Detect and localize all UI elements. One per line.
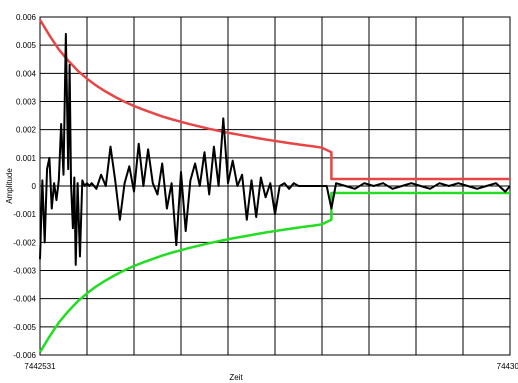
axis-layer: -0.006 -0.005 -0.004 -0.003 -0.002 -0.001 0 0.0… bbox=[13, 13, 518, 371]
signal-series bbox=[39, 32, 511, 266]
y-tick-label: 0.006 bbox=[16, 13, 37, 22]
series-layer bbox=[38, 19, 511, 353]
grid-lines bbox=[39, 16, 511, 356]
y-tick-label: -0.006 bbox=[13, 351, 36, 360]
y-tick-label: 0.005 bbox=[16, 41, 37, 50]
y-tick-label: 0.001 bbox=[16, 154, 37, 163]
x-tick-label: 7442531 bbox=[24, 362, 56, 371]
y-tick-label: -0.005 bbox=[13, 323, 36, 332]
y-tick-label: -0.002 bbox=[13, 238, 36, 247]
y-tick-label: 0.002 bbox=[16, 126, 37, 135]
y-tick-label: -0.004 bbox=[13, 295, 36, 304]
y-axis-title: Amplitude bbox=[5, 168, 14, 204]
x-axis-title: Zeit bbox=[229, 373, 243, 382]
y-tick-label: -0.001 bbox=[13, 210, 36, 219]
y-tick-label: 0.004 bbox=[16, 69, 37, 78]
y-tick-label: 0 bbox=[32, 182, 37, 191]
lower-bound-series bbox=[38, 191, 510, 353]
x-tick-label: 744303 bbox=[497, 362, 518, 371]
y-tick-label: -0.003 bbox=[13, 267, 36, 276]
y-tick-label: 0.003 bbox=[16, 98, 37, 107]
upper-bound-series bbox=[38, 19, 510, 181]
